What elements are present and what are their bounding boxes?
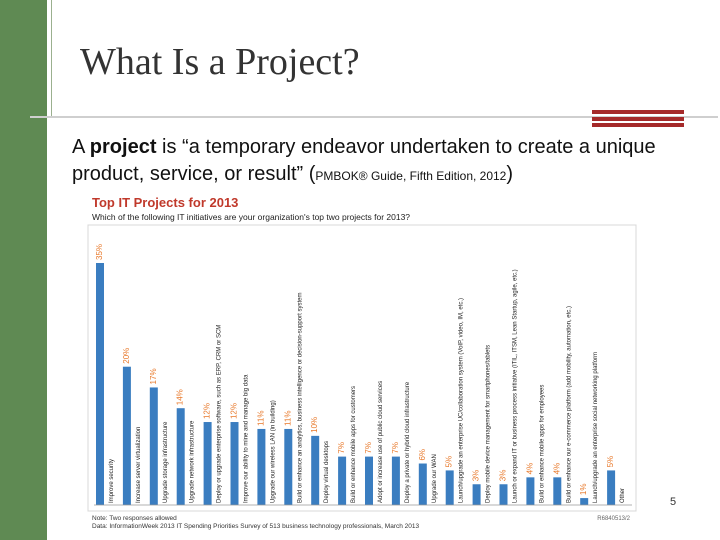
value-label-13: 6%: [418, 449, 427, 461]
category-label-1: Improve security: [109, 459, 115, 503]
value-label-10: 7%: [337, 442, 346, 454]
value-label-17: 4%: [525, 463, 534, 475]
sidebar-divider: [47, 0, 52, 118]
category-label-4: Upgrade network infrastructure: [190, 420, 196, 503]
category-label-13: Upgrade our WAN: [432, 454, 438, 503]
bar-17: [526, 477, 535, 505]
value-label-9: 10%: [310, 417, 319, 433]
value-label-14: 5%: [445, 456, 454, 468]
value-label-12: 7%: [391, 442, 400, 454]
slide-sidebar: [0, 0, 47, 540]
bar-20: [607, 470, 616, 505]
category-label-3: Upgrade storage infrastructure: [163, 421, 169, 503]
category-label-12: Deploy a private or hybrid cloud infrast…: [405, 381, 411, 503]
bar-13: [418, 463, 427, 505]
chart-figure: 35% Improve security 20% Increase server vi…: [86, 193, 638, 533]
chart-note: Note: Two responses allowed Data: Inform…: [92, 515, 419, 531]
category-label-5: Deploy or upgrade enterprise software, s…: [217, 325, 223, 503]
category-label-10: Build or enhance mobile apps for custome…: [351, 386, 357, 503]
category-label-19: Launch/upgrade an enterprise social netw…: [593, 352, 599, 503]
chart-frame: [87, 224, 637, 512]
accent-bar-top: [592, 110, 684, 114]
bar-10: [338, 456, 347, 505]
bar-12: [391, 456, 400, 505]
definition-close: ): [506, 163, 514, 185]
bar-18: [553, 477, 562, 505]
value-label-7: 11%: [256, 411, 265, 426]
category-label-6: Improve our ability to mine and manage b…: [244, 374, 250, 503]
bar-7: [257, 428, 266, 505]
bar-2: [122, 366, 131, 505]
bar-9: [311, 435, 320, 505]
value-label-18: 4%: [552, 463, 561, 475]
bar-chart: 35% Improve security 20% Increase server vi…: [87, 224, 637, 512]
accent-bar-middle: [592, 117, 684, 121]
category-label-7: Upgrade our wireless LAN (in building): [270, 400, 276, 503]
value-label-20: 5%: [606, 456, 615, 468]
accent-bar-bottom: [592, 123, 684, 127]
bar-6: [230, 422, 239, 505]
category-label-16: Launch or expand IT or business process …: [513, 269, 519, 503]
definition-text: A project is “a temporary endeavor under…: [72, 134, 692, 190]
category-label-8: Build or enhance an analytics, business …: [297, 293, 303, 503]
bar-4: [176, 408, 185, 505]
chart-subtitle: Which of the following IT initiatives ar…: [92, 212, 411, 222]
value-label-11: 7%: [364, 442, 373, 454]
value-label-15: 3%: [472, 470, 481, 482]
bar-16: [499, 484, 508, 505]
page-number: 5: [670, 496, 677, 508]
bar-1: [96, 263, 104, 505]
definition-lead: A: [72, 136, 90, 158]
bar-15: [472, 484, 481, 505]
value-label-1: 35%: [95, 244, 104, 260]
value-label-4: 14%: [176, 389, 185, 405]
value-label-8: 11%: [283, 411, 292, 426]
bar-8: [284, 428, 293, 505]
category-label-20: Other: [620, 488, 626, 503]
definition-citation: PMBOK® Guide, Fifth Edition, 2012: [315, 169, 507, 183]
value-label-19: 1%: [579, 484, 588, 496]
category-label-11: Adopt or increase use of public cloud se…: [378, 381, 384, 503]
value-label-6: 12%: [230, 403, 239, 419]
definition-term: project: [89, 136, 157, 158]
bar-11: [365, 456, 373, 505]
definition-quote: is “a temporary endeavor undertaken to c…: [72, 136, 656, 185]
slide-title: What Is a Project?: [80, 41, 360, 83]
chart-source-line: Data: InformationWeek 2013 IT Spending P…: [92, 523, 420, 530]
bar-14: [445, 470, 454, 505]
category-label-14: Launch/upgrade an enterprise UC/collabor…: [459, 298, 465, 503]
category-label-2: Increase server virtualization: [136, 427, 142, 503]
category-label-9: Deploy virtual desktops: [324, 441, 330, 503]
value-label-3: 17%: [149, 368, 158, 384]
chart-note-line: Note: Two responses allowed: [92, 515, 177, 522]
bar-3: [149, 387, 158, 505]
value-label-5: 12%: [203, 403, 212, 419]
bar-5: [203, 422, 212, 505]
chart-title: Top IT Projects for 2013: [92, 195, 239, 210]
bar-19: [580, 498, 589, 505]
chart-code: R6840513/2: [597, 516, 630, 522]
category-label-17: Build or enhance mobile apps for employe…: [539, 385, 545, 503]
category-label-18: Build or enhance our e-commerce platform…: [566, 306, 572, 503]
value-label-2: 20%: [122, 348, 131, 364]
title-rule: [30, 116, 718, 118]
category-label-15: Deploy mobile device management for smar…: [486, 345, 492, 503]
value-label-16: 3%: [499, 470, 508, 482]
